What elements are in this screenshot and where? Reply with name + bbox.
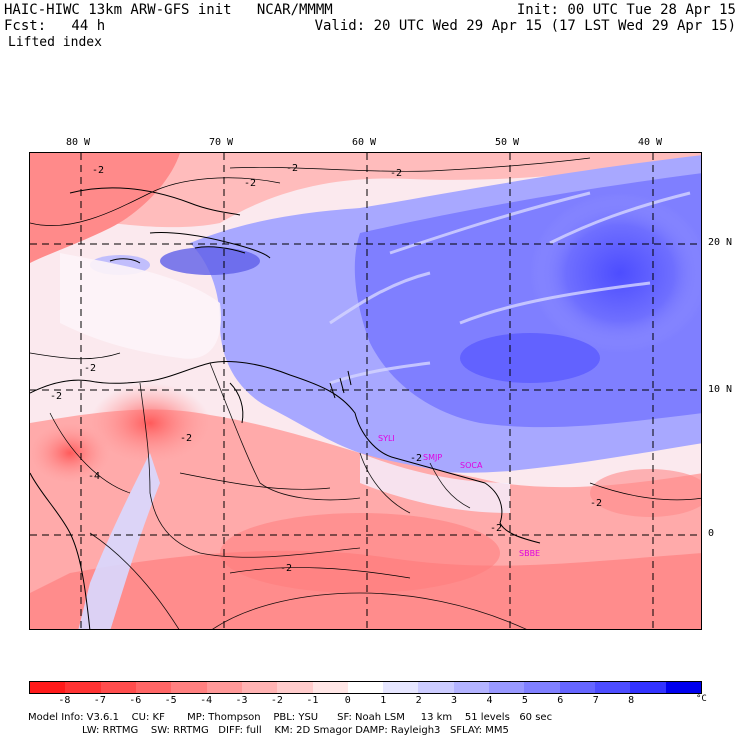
field-blue-streaks bbox=[329, 191, 691, 385]
lifted-index-colorbar bbox=[29, 681, 702, 694]
lifted-index-map: -2 -2 -2 -2 -2 -2 -4 -2 -2 -2 -2 -2 SYLI… bbox=[29, 152, 702, 630]
field-blue-max bbox=[530, 193, 701, 353]
colorbar-cell bbox=[347, 682, 384, 693]
lon-label-40w: 40 W bbox=[638, 137, 663, 148]
contour-label: -4 bbox=[88, 471, 101, 482]
colorbar-tick-label: 1 bbox=[380, 695, 387, 706]
colorbar-tick-label: 2 bbox=[415, 695, 422, 706]
colorbar-tick-label: 5 bbox=[521, 695, 528, 706]
colorbar-tick-label: 0 bbox=[344, 695, 351, 706]
colorbar-cell bbox=[453, 682, 490, 693]
colorbar-cell bbox=[65, 682, 101, 693]
colorbar-cell bbox=[241, 682, 278, 693]
colorbar-cell bbox=[30, 682, 66, 693]
field-north-pink bbox=[30, 153, 701, 228]
field-amazon-red bbox=[220, 513, 500, 593]
field-colombia-red bbox=[90, 383, 210, 463]
colorbar-tick-label: 7 bbox=[592, 695, 599, 706]
colorbar-tick-label: -6 bbox=[129, 695, 142, 706]
contour-label: -2 bbox=[180, 433, 193, 444]
colorbar-cell bbox=[595, 682, 631, 693]
colorbar-cell bbox=[171, 682, 207, 693]
lon-label-80w: 80 W bbox=[66, 137, 91, 148]
lon-label-60w: 60 W bbox=[352, 137, 377, 148]
init-time: Init: 00 UTC Tue 28 Apr 15 bbox=[516, 2, 736, 18]
contour-label: -2 bbox=[590, 498, 603, 509]
colorbar-cell bbox=[559, 682, 595, 693]
field-andes-blue bbox=[78, 453, 160, 629]
station-label: SOCA bbox=[460, 461, 483, 470]
colorbar-tick-label: -8 bbox=[58, 695, 71, 706]
field-coast-white bbox=[360, 453, 510, 513]
forecast-hour: Fcst: 44 h bbox=[4, 18, 106, 34]
colorbar-unit: °C bbox=[696, 694, 707, 704]
lat-label-0: 0 bbox=[708, 528, 715, 539]
station-label: SYLI bbox=[378, 434, 395, 443]
model-title: HAIC-HIWC 13km ARW-GFS init NCAR/MMMM bbox=[4, 2, 333, 18]
contour-label: -2 bbox=[490, 523, 503, 534]
lon-label-70w: 70 W bbox=[209, 137, 234, 148]
lat-label-20n: 20 N bbox=[708, 237, 733, 248]
colorbar-tick-label: 8 bbox=[628, 695, 635, 706]
colorbar-cell bbox=[100, 682, 136, 693]
colorbar-tick-label: 6 bbox=[557, 695, 564, 706]
contour-label: -2 bbox=[92, 165, 105, 176]
model-info-line2: LW: RRTMG SW: RRTMG DIFF: full KM: 2D Sm… bbox=[28, 725, 509, 736]
contour-label: -2 bbox=[84, 363, 97, 374]
colorbar-tick-label: -4 bbox=[200, 695, 213, 706]
colorbar-cell bbox=[489, 682, 525, 693]
colorbar-tick-label: -7 bbox=[93, 695, 106, 706]
colorbar-cell bbox=[277, 682, 313, 693]
field-hispaniola-blue bbox=[160, 247, 260, 275]
field-east-red bbox=[590, 469, 701, 517]
lat-label-10n: 10 N bbox=[708, 384, 733, 395]
model-info-line1: Model Info: V3.6.1 CU: KF MP: Thompson P… bbox=[28, 712, 553, 723]
field-caribbean-white bbox=[60, 253, 221, 359]
station-label: SMJP bbox=[423, 453, 443, 462]
country-borders bbox=[89, 362, 527, 629]
field-name: Lifted index bbox=[8, 35, 102, 50]
graticule bbox=[30, 153, 701, 629]
field-blue-band bbox=[460, 333, 600, 383]
colorbar-tick-label: -3 bbox=[235, 695, 248, 706]
contour-label: -2 bbox=[410, 453, 423, 464]
contour-lines bbox=[30, 157, 701, 579]
colorbar-cell bbox=[206, 682, 242, 693]
colorbar-tick-label: -1 bbox=[306, 695, 319, 706]
contour-label: -2 bbox=[286, 163, 299, 174]
colorbar-cell bbox=[524, 682, 560, 693]
field-northwest-red bbox=[30, 153, 180, 263]
colorbar-cell bbox=[630, 682, 666, 693]
colorbar-tick-label: 3 bbox=[451, 695, 458, 706]
station-label: SBBE bbox=[519, 549, 541, 558]
colorbar-cell bbox=[312, 682, 348, 693]
colorbar-tick-label: -5 bbox=[164, 695, 177, 706]
contour-label: -2 bbox=[50, 391, 63, 402]
colorbar-cell bbox=[383, 682, 419, 693]
contour-label: -2 bbox=[280, 563, 293, 574]
coastlines bbox=[30, 187, 541, 629]
map-canvas bbox=[30, 153, 701, 629]
lon-label-50w: 50 W bbox=[495, 137, 520, 148]
colorbar-tick-label: -2 bbox=[270, 695, 283, 706]
contour-label: -2 bbox=[390, 168, 403, 179]
valid-time: Valid: 20 UTC Wed 29 Apr 15 (17 LST Wed … bbox=[314, 18, 736, 34]
contour-label: -2 bbox=[244, 178, 257, 189]
colorbar-tick-label: 4 bbox=[486, 695, 493, 706]
colorbar-cell bbox=[135, 682, 172, 693]
colorbar-cell bbox=[418, 682, 454, 693]
colorbar-cell bbox=[665, 682, 701, 693]
